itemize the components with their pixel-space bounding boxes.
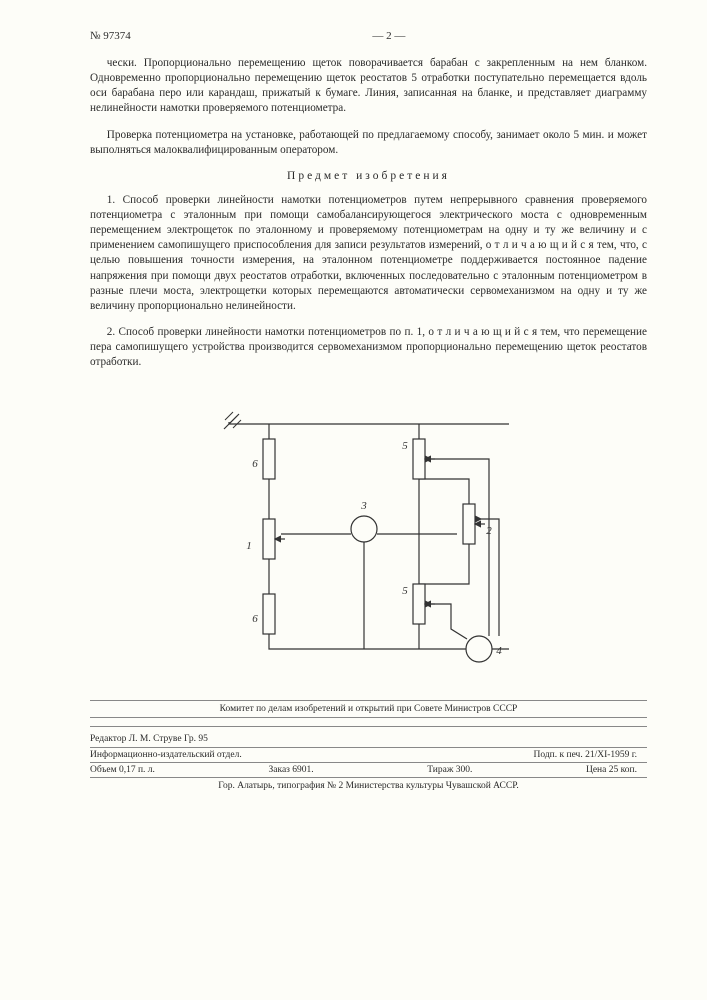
svg-text:6: 6	[252, 613, 258, 625]
printer-line: Гор. Алатырь, типография № 2 Министерств…	[90, 781, 647, 791]
circuit-diagram: 6 1 6 5 2 5 3 4	[189, 384, 549, 684]
svg-text:6: 6	[252, 458, 258, 470]
section-title: Предмет изобретения	[90, 170, 647, 182]
claim-1: 1. Способ проверки линейности намотки по…	[90, 193, 647, 314]
svg-text:5: 5	[402, 585, 408, 597]
svg-text:4: 4	[496, 645, 502, 657]
svg-text:1: 1	[246, 540, 252, 552]
paragraph-1: чески. Пропорционально перемещению щеток…	[90, 56, 647, 116]
committee-line: Комитет по делам изобретений и открытий …	[90, 700, 647, 718]
footer-row-2: Объем 0,17 п. л. Заказ 6901. Тираж 300. …	[90, 763, 647, 778]
footer-sent: Подп. к печ. 21/XI-1959 г.	[534, 750, 638, 760]
paragraph-2: Проверка потенциометра на установке, раб…	[90, 128, 647, 158]
svg-text:3: 3	[360, 500, 367, 512]
footer-order: Заказ 6901.	[269, 765, 314, 775]
doc-number: № 97374	[90, 30, 131, 42]
footer-dept: Информационно-издательский отдел.	[90, 750, 242, 760]
claim-2: 2. Способ проверки линейности намотки по…	[90, 325, 647, 370]
svg-text:2: 2	[486, 525, 492, 537]
footer-block: Редактор Л. М. Струве Гр. 95 Информацион…	[90, 726, 647, 791]
header-row: № 97374 — 2 —	[90, 30, 647, 42]
footer-volume: Объем 0,17 п. л.	[90, 765, 155, 775]
page: № 97374 — 2 — чески. Пропорционально пер…	[0, 0, 707, 1000]
footer-copies: Тираж 300.	[427, 765, 472, 775]
footer-row-1: Информационно-издательский отдел. Подп. …	[90, 747, 647, 763]
editor-line: Редактор Л. М. Струве Гр. 95	[90, 734, 647, 744]
footer-price: Цена 25 коп.	[586, 765, 637, 775]
page-marker: — 2 —	[372, 30, 405, 42]
svg-text:5: 5	[402, 440, 408, 452]
